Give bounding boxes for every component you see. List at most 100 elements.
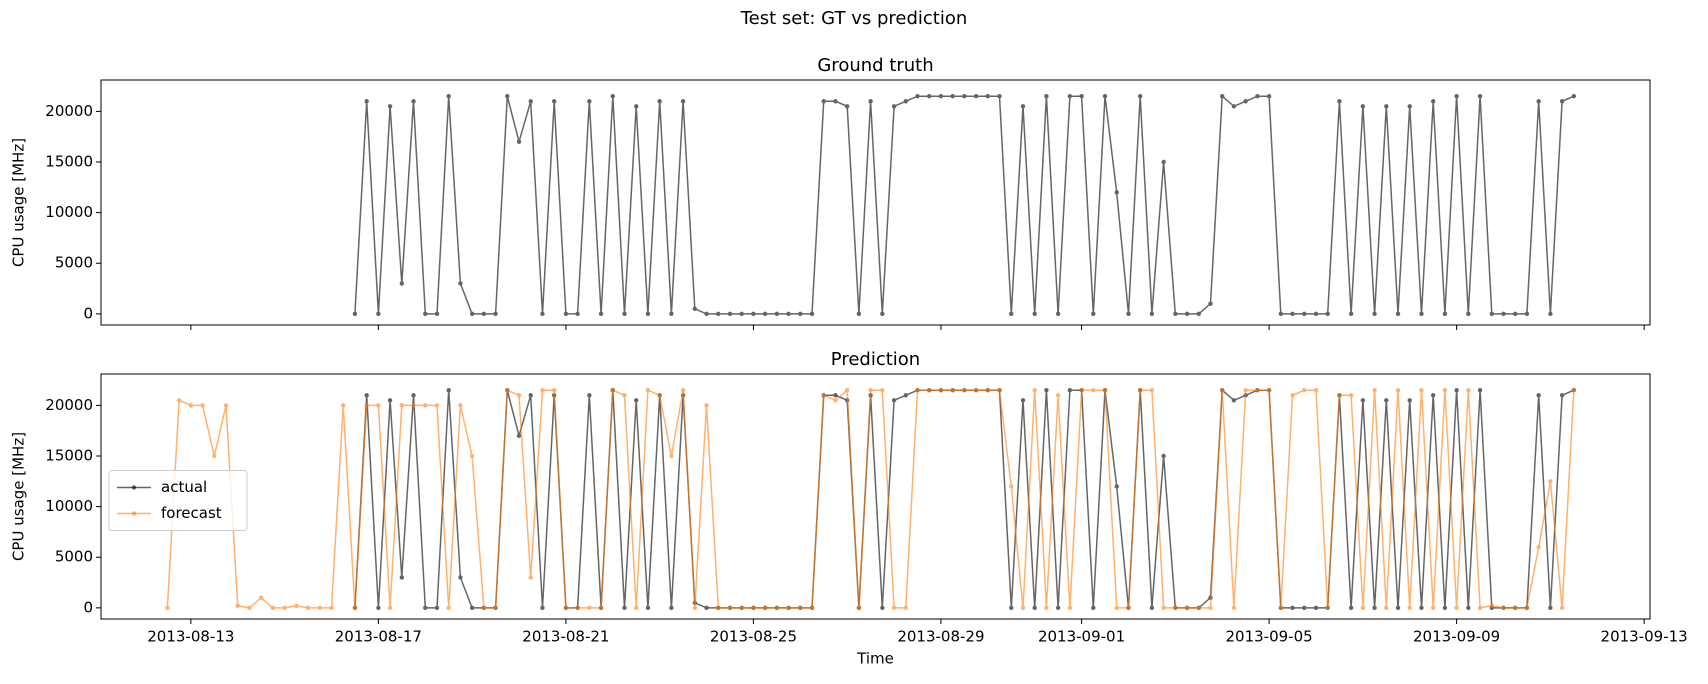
point <box>200 403 205 408</box>
point <box>1384 605 1389 611</box>
point <box>352 605 358 611</box>
point <box>927 93 932 99</box>
point <box>903 393 908 398</box>
point <box>1055 311 1061 317</box>
point <box>1091 387 1096 393</box>
point <box>1442 387 1448 393</box>
point <box>880 311 885 317</box>
point <box>469 453 475 459</box>
x-tick-label: 2013-09-01 <box>1038 628 1125 646</box>
point <box>188 403 194 408</box>
point <box>1536 393 1541 398</box>
point <box>1137 387 1143 393</box>
y-tick-label: 15000 <box>45 153 93 171</box>
point <box>1407 104 1412 109</box>
point <box>270 605 276 611</box>
point <box>1102 93 1108 99</box>
point <box>1184 605 1190 611</box>
point <box>258 595 264 600</box>
y-tick-label: 0 <box>83 304 93 322</box>
point <box>610 387 615 393</box>
point <box>411 99 416 104</box>
point <box>341 403 346 408</box>
point <box>669 453 674 459</box>
point <box>540 605 545 611</box>
legend-label: actual <box>161 478 207 496</box>
point <box>973 93 979 99</box>
point <box>985 93 991 99</box>
point <box>1430 393 1436 398</box>
point <box>1337 393 1342 398</box>
point <box>212 453 217 459</box>
point <box>1360 398 1366 403</box>
point <box>657 393 662 398</box>
point <box>540 387 545 393</box>
point <box>821 99 826 104</box>
point <box>915 93 920 99</box>
point <box>1313 311 1319 317</box>
point <box>493 311 498 317</box>
point <box>962 93 967 99</box>
point <box>1067 605 1073 611</box>
point <box>774 605 780 611</box>
point <box>1536 99 1541 104</box>
point <box>833 393 838 398</box>
y-tick-label: 20000 <box>45 396 93 414</box>
point <box>387 605 393 611</box>
point <box>727 311 733 317</box>
point <box>505 387 510 393</box>
point <box>516 393 522 398</box>
point <box>1477 605 1483 611</box>
point <box>1091 605 1096 611</box>
point <box>1571 387 1577 393</box>
point <box>739 311 744 317</box>
point <box>1313 605 1319 611</box>
point <box>798 311 803 317</box>
point <box>762 311 768 317</box>
legend-box <box>108 470 248 531</box>
point <box>481 605 487 611</box>
point <box>1348 393 1354 398</box>
point <box>469 605 475 611</box>
subplot-title: Ground truth <box>817 55 933 76</box>
point <box>458 403 463 408</box>
point <box>1079 93 1084 99</box>
point <box>1161 605 1166 611</box>
point <box>1196 605 1201 611</box>
point <box>587 605 592 611</box>
point <box>1243 99 1248 104</box>
point <box>1325 311 1330 317</box>
point <box>1454 605 1459 611</box>
point <box>1091 311 1096 317</box>
point <box>575 311 580 317</box>
point <box>1501 311 1506 317</box>
point <box>376 311 381 317</box>
point <box>282 605 287 611</box>
point <box>1220 93 1225 99</box>
point <box>540 311 545 317</box>
legend-marker <box>131 511 137 516</box>
point <box>762 605 768 611</box>
point <box>1407 398 1412 403</box>
point <box>634 104 639 109</box>
point <box>798 605 803 611</box>
point <box>1266 93 1272 99</box>
point <box>1372 605 1377 611</box>
point <box>1454 387 1459 393</box>
point <box>587 393 592 398</box>
point <box>622 311 627 317</box>
point <box>1114 605 1119 611</box>
point <box>704 403 709 408</box>
point <box>716 605 721 611</box>
figure-title: Test set: GT vs prediction <box>740 8 968 29</box>
point <box>1419 311 1424 317</box>
line <box>166 388 1575 609</box>
point <box>903 605 908 611</box>
point <box>1114 484 1119 489</box>
point <box>1384 398 1389 403</box>
point <box>716 311 721 317</box>
line <box>354 94 1575 315</box>
legend-marker <box>131 485 137 490</box>
point <box>1208 605 1213 611</box>
